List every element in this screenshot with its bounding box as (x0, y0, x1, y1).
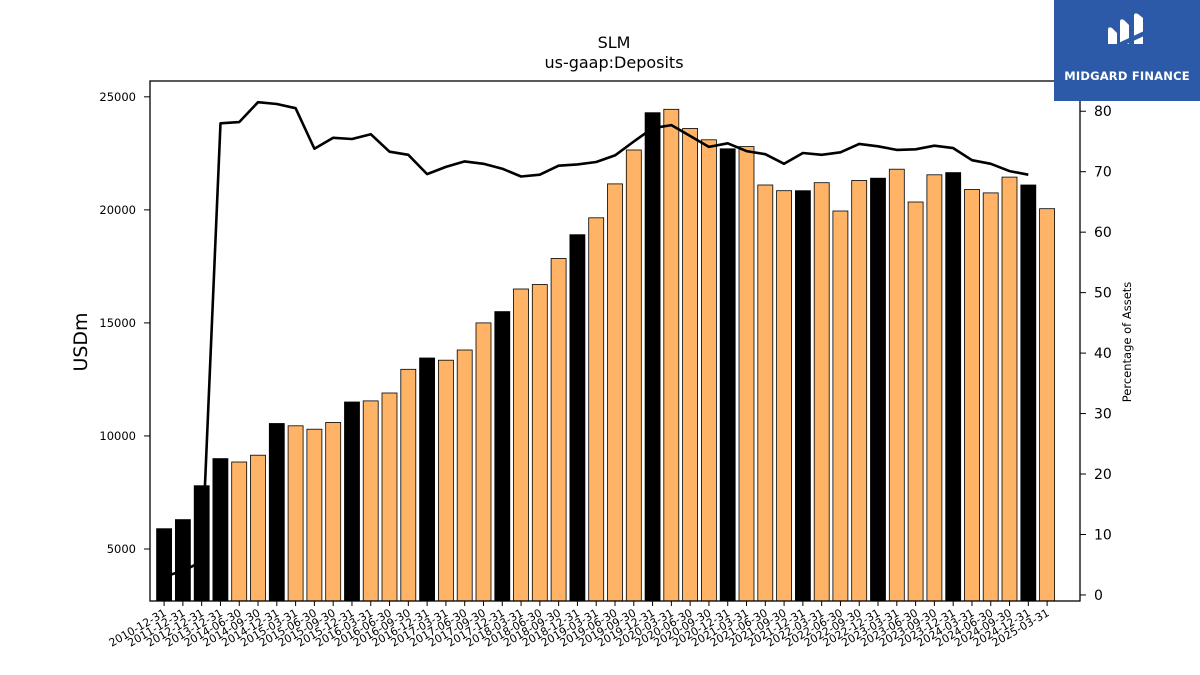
bar-2021-06-30 (776, 190, 792, 602)
bar-2011-12-31 (174, 519, 191, 602)
y-tick-label: 15000 (99, 316, 136, 330)
line-series-group (163, 100, 1029, 579)
bar-2022-09-30 (870, 177, 886, 602)
bar-2016-03-31 (381, 392, 398, 602)
bar-2013-12-31 (212, 458, 229, 602)
logo-text: MIDGARD FINANCE (1064, 69, 1190, 83)
bar-2021-03-31 (757, 184, 774, 602)
y2-axis-label: Percentage of Assets (1120, 282, 1134, 403)
y2-tick-label: 30 (1094, 407, 1112, 423)
y-axis-label: USDm (70, 312, 92, 371)
bar-2015-12-31 (362, 400, 379, 602)
bar-2016-09-30 (419, 357, 436, 602)
bar-2024-12-31 (1039, 208, 1055, 602)
bar-series (156, 108, 1055, 602)
y2-tick-label: 40 (1094, 346, 1112, 362)
y2-tick-label: 20 (1094, 467, 1112, 483)
bar-2023-06-30 (926, 174, 943, 602)
x-tick-labels: 2010-12-312011-12-312012-12-312013-12-31… (107, 601, 1052, 650)
bar-2018-06-30 (550, 258, 567, 602)
bar-2020-09-30 (719, 148, 736, 602)
y2-tick-label: 10 (1094, 527, 1112, 543)
bar-2018-03-31 (531, 284, 548, 602)
bar-2020-06-30 (701, 139, 717, 602)
bar-2021-09-30 (795, 190, 811, 602)
bar-2010-12-31 (156, 528, 173, 602)
bar-2016-06-30 (400, 368, 417, 602)
bar-2014-12-31 (287, 425, 304, 602)
bar-2015-06-30 (325, 421, 342, 602)
bar-2019-06-30 (625, 149, 642, 602)
y-tick-label: 25000 (99, 90, 136, 104)
bar-2015-03-31 (306, 428, 323, 602)
bar-2024-09-30 (1020, 184, 1037, 602)
bar-2020-03-31 (682, 128, 698, 602)
bar-2021-12-31 (813, 182, 830, 602)
y2-tick-label: 60 (1094, 225, 1112, 241)
bar-2017-09-30 (494, 311, 511, 602)
bar-2019-12-31 (663, 108, 680, 602)
percentage-of-assets-line (163, 100, 1029, 579)
bar-2019-03-31 (607, 183, 623, 602)
y-tick-label: 10000 (99, 429, 136, 443)
bar-2024-03-31 (982, 192, 999, 602)
bar-2015-09-30 (344, 401, 360, 602)
bar-2020-12-31 (738, 146, 755, 602)
bar-2018-12-31 (588, 217, 605, 602)
bar-2024-06-30 (1001, 176, 1018, 602)
bar-2017-03-31 (456, 349, 473, 602)
bar-2017-12-31 (513, 288, 529, 602)
y2-tick-label: 50 (1094, 286, 1112, 302)
bar-2017-06-30 (475, 322, 492, 602)
y2-tick-label: 80 (1094, 104, 1112, 120)
y2-tick-label: 70 (1094, 165, 1112, 181)
bar-2014-09-30 (268, 423, 285, 602)
bar-2022-06-30 (851, 180, 868, 602)
y2-tick-label: 0 (1094, 588, 1103, 604)
y-tick-label: 5000 (107, 542, 136, 556)
bar-2019-09-30 (644, 112, 661, 602)
bar-2018-09-30 (569, 234, 586, 602)
bar-2023-09-30 (945, 172, 962, 602)
y-tick-label: 20000 (99, 203, 136, 217)
bar-2023-12-31 (964, 189, 980, 602)
midgard-finance-logo: MIDGARD FINANCE (1054, 0, 1200, 101)
midgard-logo-icon (1108, 13, 1146, 51)
bar-2016-12-31 (437, 359, 454, 602)
chart-subtitle: us-gaap:Deposits (544, 53, 683, 72)
bar-2022-12-31 (888, 168, 905, 602)
bar-2014-06-30 (250, 454, 266, 602)
chart-title: SLM (598, 33, 631, 52)
bar-2014-03-31 (231, 461, 248, 602)
bar-2022-03-31 (832, 210, 849, 602)
bar-2023-03-31 (907, 201, 924, 602)
